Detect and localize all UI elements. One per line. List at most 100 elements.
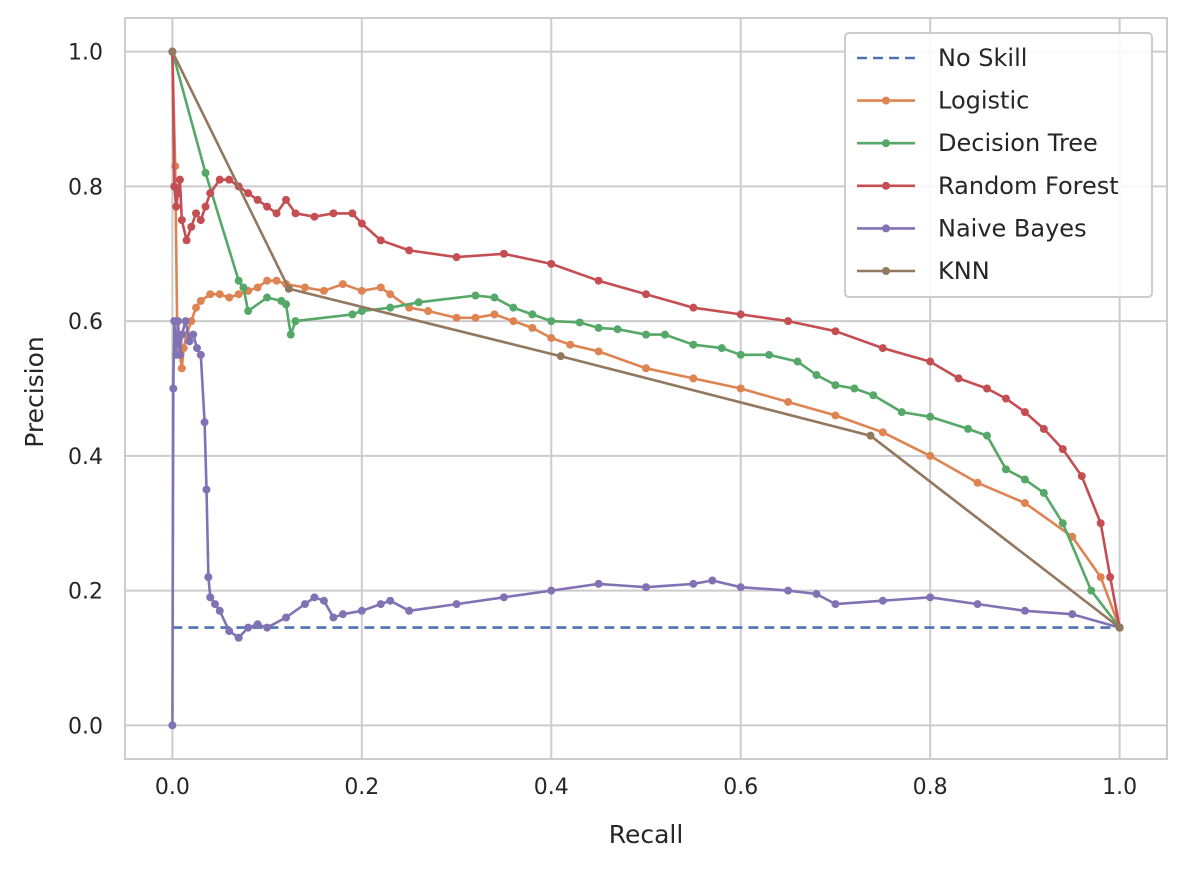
data-point bbox=[1087, 586, 1096, 595]
data-point bbox=[471, 291, 480, 300]
data-point bbox=[225, 175, 234, 184]
data-point bbox=[642, 290, 650, 299]
data-point bbox=[490, 310, 499, 319]
data-point bbox=[234, 276, 243, 285]
data-point bbox=[210, 600, 219, 609]
data-point bbox=[182, 236, 191, 245]
data-point bbox=[594, 323, 603, 332]
data-point bbox=[1077, 472, 1086, 481]
data-point bbox=[1106, 573, 1115, 582]
data-point bbox=[172, 202, 181, 211]
data-point bbox=[376, 236, 385, 245]
data-point bbox=[642, 364, 650, 373]
data-point bbox=[1096, 519, 1105, 528]
legend-item-random-forest: Random Forest bbox=[857, 172, 1119, 200]
data-point bbox=[174, 189, 183, 198]
data-point bbox=[202, 485, 211, 494]
data-point bbox=[642, 330, 650, 339]
data-point bbox=[204, 573, 213, 582]
data-point bbox=[1020, 408, 1029, 417]
series-knn bbox=[168, 47, 1124, 632]
series-decision-tree bbox=[168, 47, 1124, 632]
data-point bbox=[831, 600, 840, 609]
data-point bbox=[253, 620, 262, 629]
data-point bbox=[244, 189, 253, 198]
data-point bbox=[1039, 424, 1048, 433]
data-point bbox=[282, 300, 291, 309]
data-point bbox=[263, 293, 272, 302]
x-tick-label: 0.2 bbox=[344, 775, 379, 800]
data-point bbox=[386, 303, 395, 312]
x-tick-label: 0.4 bbox=[534, 775, 569, 800]
data-point bbox=[736, 350, 745, 359]
data-point bbox=[319, 286, 328, 295]
y-tick-label: 0.0 bbox=[68, 714, 103, 739]
data-point bbox=[642, 583, 650, 592]
legend-marker bbox=[882, 96, 890, 105]
data-point bbox=[850, 384, 859, 393]
x-tick-label: 0.8 bbox=[913, 775, 948, 800]
y-tick-label: 1.0 bbox=[68, 41, 103, 66]
data-point bbox=[1115, 623, 1124, 632]
plot-frame bbox=[124, 17, 1168, 760]
data-point bbox=[175, 175, 184, 184]
y-tick-label: 0.2 bbox=[68, 580, 103, 605]
data-point bbox=[386, 290, 395, 299]
y-tick-label: 0.8 bbox=[68, 175, 103, 200]
y-tick-label: 0.4 bbox=[68, 445, 103, 470]
data-point bbox=[310, 593, 319, 602]
data-point bbox=[1020, 475, 1029, 484]
x-tick-labels: 0.0 0.2 0.4 0.6 0.8 1.0 bbox=[155, 775, 1137, 800]
data-point bbox=[189, 330, 198, 339]
data-point bbox=[452, 253, 461, 262]
data-point bbox=[660, 330, 669, 339]
data-point bbox=[286, 330, 295, 339]
legend-marker bbox=[882, 139, 890, 148]
data-point bbox=[689, 340, 698, 349]
data-point bbox=[244, 307, 253, 316]
legend-label: Decision Tree bbox=[938, 129, 1098, 157]
data-point bbox=[215, 290, 224, 299]
y-tick-labels: 0.0 0.2 0.4 0.6 0.8 1.0 bbox=[68, 41, 103, 740]
data-point bbox=[181, 317, 190, 326]
legend-box bbox=[844, 32, 1153, 298]
data-point bbox=[192, 303, 201, 312]
data-point bbox=[357, 606, 366, 615]
data-point bbox=[452, 600, 461, 609]
data-point bbox=[983, 431, 992, 440]
data-point bbox=[964, 424, 973, 433]
data-point bbox=[812, 371, 821, 380]
legend: No Skill Logistic Decision Tree Random Fore… bbox=[844, 32, 1153, 298]
data-point bbox=[926, 412, 935, 421]
data-point bbox=[926, 451, 935, 460]
data-point bbox=[192, 344, 201, 353]
data-point bbox=[509, 303, 518, 312]
data-point bbox=[174, 317, 183, 326]
data-point bbox=[878, 428, 887, 437]
data-point bbox=[376, 600, 385, 609]
data-point bbox=[424, 307, 433, 316]
data-point bbox=[736, 583, 745, 592]
data-point bbox=[575, 318, 584, 327]
legend-label: KNN bbox=[938, 257, 990, 285]
data-point bbox=[284, 284, 293, 293]
legend-marker bbox=[882, 224, 890, 233]
data-point bbox=[244, 623, 253, 632]
x-tick-label: 0.6 bbox=[723, 775, 758, 800]
data-point bbox=[170, 182, 179, 191]
legend-item-naive-bayes: Naive Bayes bbox=[857, 214, 1087, 242]
data-point bbox=[926, 357, 935, 366]
data-point bbox=[200, 418, 209, 427]
data-point bbox=[765, 350, 774, 359]
data-point bbox=[376, 283, 385, 292]
data-point bbox=[177, 216, 186, 225]
data-point bbox=[329, 209, 338, 218]
data-point bbox=[329, 613, 338, 622]
data-point bbox=[282, 195, 291, 204]
legend-item-decision-tree: Decision Tree bbox=[857, 129, 1098, 157]
data-point bbox=[866, 431, 875, 440]
data-point bbox=[831, 381, 840, 390]
data-point bbox=[300, 283, 309, 292]
data-point bbox=[793, 357, 802, 366]
data-point bbox=[499, 249, 508, 258]
